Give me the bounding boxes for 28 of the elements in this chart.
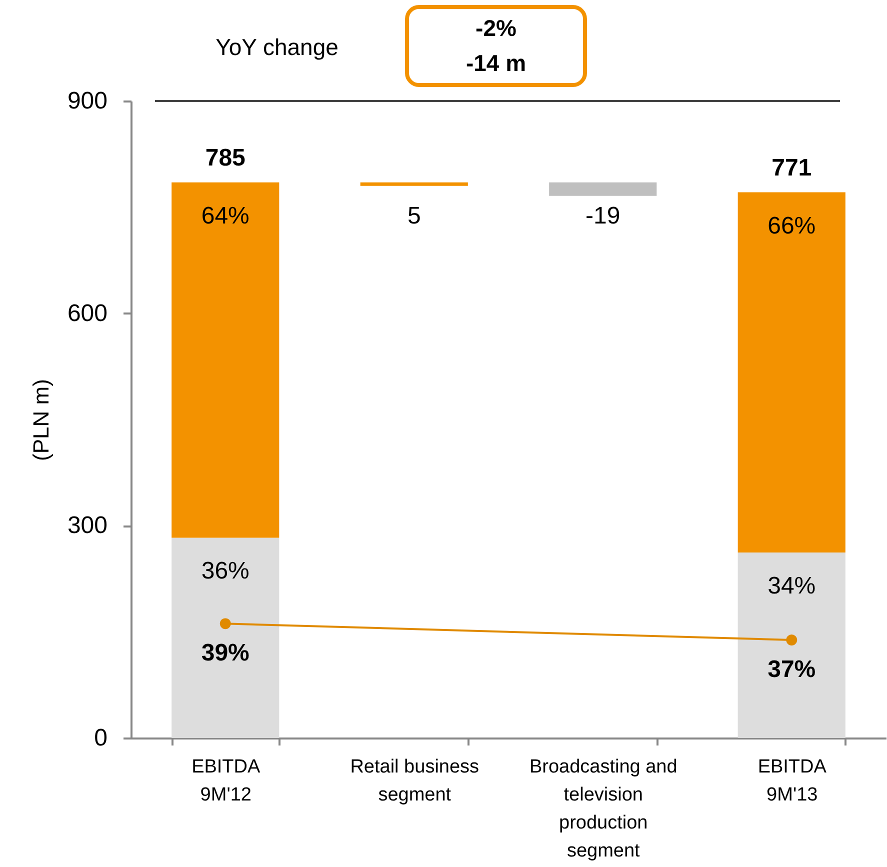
data-label: 37% xyxy=(768,656,816,683)
data-label: 39% xyxy=(201,640,250,667)
text: -2% xyxy=(476,15,516,41)
data-label: -19 xyxy=(586,202,620,230)
annotation: 66% xyxy=(768,212,816,240)
x-tick-label: EBITDA 9M'13 xyxy=(758,756,827,806)
y-tick-label: 600 xyxy=(67,300,108,327)
x-tick-label: Broadcasting and television production segment xyxy=(529,756,678,862)
y-tick-label: 300 xyxy=(67,512,108,540)
annotation: 64% xyxy=(201,202,250,230)
bar xyxy=(738,552,846,738)
annotation: 34% xyxy=(768,572,816,600)
total-label: 785 xyxy=(205,144,246,172)
bar xyxy=(172,538,280,738)
bar xyxy=(549,182,657,196)
y-axis-title: (PLN m) xyxy=(28,379,54,461)
total-label: 771 xyxy=(772,154,812,182)
y-tick-label: 0 xyxy=(94,724,108,752)
text: YoY change xyxy=(216,34,338,60)
text: -14 m xyxy=(466,50,526,76)
data-label: 5 xyxy=(407,202,421,230)
bar xyxy=(360,182,468,186)
x-tick-label: EBITDA 9M'12 xyxy=(192,756,261,806)
bar xyxy=(738,192,846,553)
x-tick-label: Retail business segment xyxy=(350,756,480,806)
y-tick-label: 900 xyxy=(67,88,108,114)
annotation: 36% xyxy=(201,558,250,585)
bar xyxy=(172,182,280,538)
